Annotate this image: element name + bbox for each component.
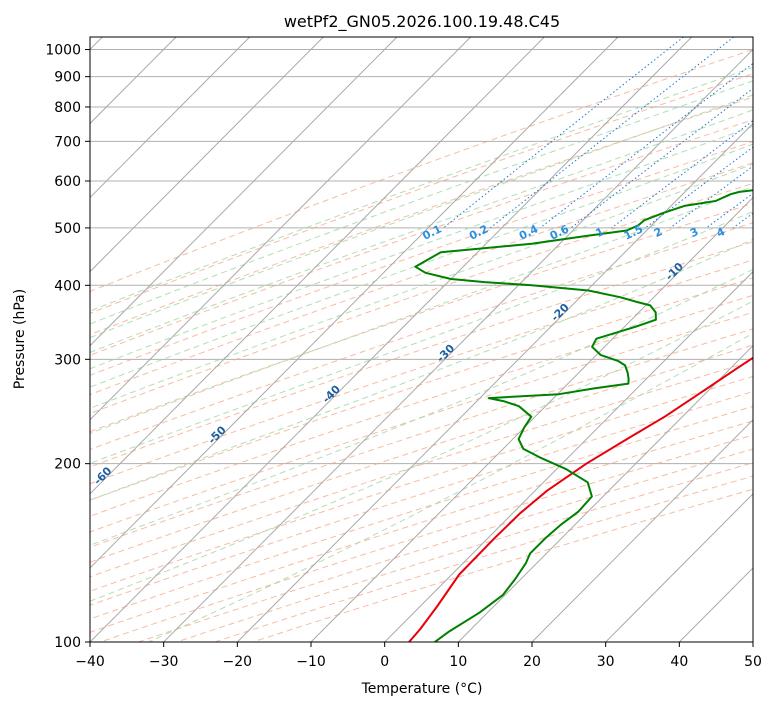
x-axis-ticks: −40 −30 −20 −10 0 10 20 30 40 50 [75, 642, 762, 670]
isotherm-line [90, 37, 472, 421]
dry-adiabat-line [90, 328, 753, 548]
moist-adiabat-line [90, 185, 753, 434]
isotherm-line [236, 122, 753, 642]
isotherm-line [531, 419, 753, 642]
dry-adiabat-line [214, 475, 753, 642]
y-tick-label: 300 [54, 352, 81, 368]
isotherm-line [605, 493, 753, 642]
temperature-profile [408, 356, 753, 642]
x-tick-label: −40 [75, 654, 105, 670]
x-tick-label: 50 [744, 654, 762, 670]
isotherm-line [90, 37, 693, 642]
dry-adiabat-line [90, 360, 753, 578]
x-tick-label: 0 [380, 654, 389, 670]
mixing-ratio-line [443, 37, 684, 229]
dry-adiabat-line [90, 141, 753, 376]
moist-adiabat-line [90, 268, 753, 546]
plot-frame [89, 36, 754, 643]
y-tick-label: 600 [54, 174, 81, 190]
isotherm-line [90, 37, 324, 273]
y-axis-ticks: 100 200 300 400 500 600 700 800 900 1000 [45, 43, 90, 651]
x-tick-label: 20 [523, 654, 541, 670]
dry-adiabat-line [90, 222, 753, 451]
dry-adiabat-line [90, 96, 753, 336]
mixing-ratio-line [539, 62, 753, 229]
moist-adiabat-line [90, 163, 753, 409]
x-tick-label: −10 [296, 654, 326, 670]
x-tick-label: 10 [449, 654, 467, 670]
profile-lines [408, 189, 753, 642]
dry-adiabat-line [90, 182, 753, 415]
moist-adiabat-line [90, 143, 753, 388]
y-tick-label: 500 [54, 221, 81, 237]
isotherm-line [310, 196, 753, 642]
dry-adiabat-line [90, 241, 753, 468]
plot-background [90, 37, 753, 642]
y-tick-label: 800 [54, 100, 81, 116]
isotherm-line [384, 270, 753, 642]
dry-adiabat-line [90, 119, 753, 356]
y-axis-label: Pressure (hPa) [12, 289, 28, 389]
y-tick-label: 200 [54, 457, 81, 473]
moist-adiabat-line [90, 66, 753, 312]
y-tick-label: 1000 [45, 43, 81, 59]
moist-adiabat-line [90, 300, 753, 602]
y-tick-label: 900 [54, 70, 81, 86]
y-tick-label: 700 [54, 134, 81, 150]
dry-adiabat-line [90, 344, 753, 563]
mixing-ratio-line [570, 87, 753, 229]
dry-adiabat-line [252, 488, 753, 642]
mixing-ratio-line [611, 120, 753, 229]
x-axis-label: Temperature (°C) [361, 681, 483, 697]
isotherm-line [90, 37, 251, 199]
x-tick-label: 30 [597, 654, 615, 670]
dry-adiabat-line [90, 375, 753, 592]
dewpoint-profile [414, 189, 753, 642]
isotherm-line [90, 37, 619, 569]
isotherm-line [752, 641, 753, 642]
isotherm-line [90, 37, 398, 347]
x-tick-label: −20 [223, 654, 253, 670]
moist-adiabat-line [90, 125, 753, 370]
x-tick-label: 40 [670, 654, 688, 670]
dry-adiabat-line [90, 390, 753, 606]
chart-title: wetPf2_GN05.2026.100.19.48.C45 [284, 12, 560, 32]
x-tick-label: −30 [149, 654, 179, 670]
isotherm-line [163, 48, 753, 642]
isotherm-line [90, 37, 545, 495]
moist-adiabat-line [90, 238, 753, 501]
dry-adiabat-line [90, 162, 753, 396]
mixing-ratio-line [669, 165, 753, 229]
isotherm-line [457, 344, 753, 642]
y-tick-label: 400 [54, 278, 81, 294]
y-tick-label: 100 [54, 635, 81, 651]
